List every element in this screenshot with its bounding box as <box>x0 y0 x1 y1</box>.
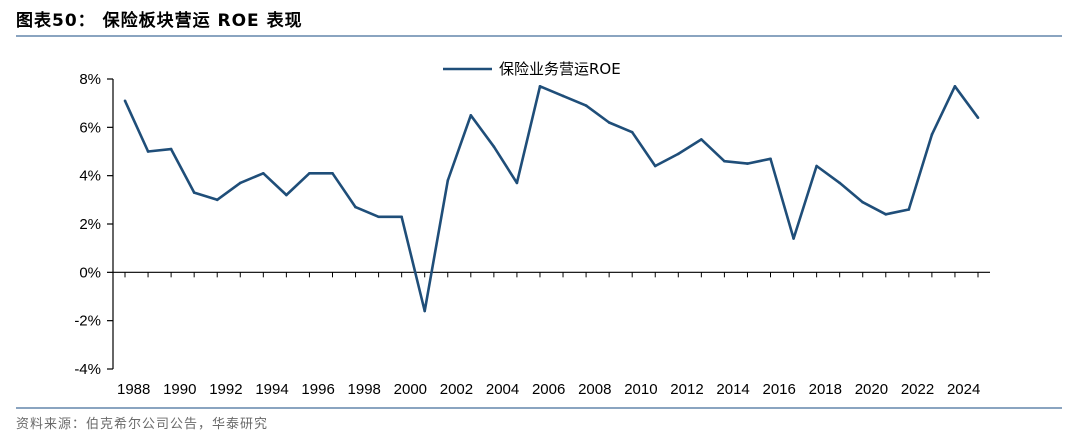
data-point <box>676 152 680 156</box>
data-point <box>538 84 542 88</box>
x-tick-label: 2018 <box>809 381 842 398</box>
x-tick-label: 1998 <box>348 381 381 398</box>
x-tick-label: 1988 <box>117 381 150 398</box>
y-tick-label: 6% <box>79 119 101 136</box>
x-tick-label: 2004 <box>486 381 519 398</box>
x-tick-label: 2022 <box>901 381 934 398</box>
data-point <box>446 179 450 182</box>
data-point <box>930 133 934 136</box>
series-line <box>123 85 980 313</box>
data-point <box>354 205 357 209</box>
data-point <box>746 162 749 165</box>
source-note: 资料来源：伯克希尔公司公告，华泰研究 <box>16 417 269 432</box>
data-point <box>953 84 957 88</box>
data-point <box>815 164 818 168</box>
data-point <box>215 198 219 202</box>
data-point <box>976 116 980 119</box>
x-tick-label: 2014 <box>716 381 749 398</box>
data-point <box>423 309 427 313</box>
source-divider <box>16 407 1062 409</box>
data-point <box>700 138 703 141</box>
data-point <box>607 121 611 124</box>
y-tick-label: -4% <box>74 361 101 378</box>
x-tick-label: 2012 <box>670 381 703 398</box>
x-tick-label: 2024 <box>947 381 980 398</box>
x-tick-label: 2016 <box>763 381 796 398</box>
data-point <box>238 181 242 185</box>
x-tick-label: 2006 <box>532 381 565 398</box>
data-point <box>838 181 841 185</box>
y-tick-label: 0% <box>79 264 101 281</box>
data-point <box>630 130 634 134</box>
y-tick-label: 8% <box>79 71 101 88</box>
title-row: 图表50： 保险板块营运 ROE 表现 <box>16 0 1064 36</box>
data-point <box>515 181 519 185</box>
data-point <box>861 200 865 204</box>
data-point <box>123 99 127 103</box>
x-tick-label: 2010 <box>624 381 657 398</box>
chart-title: 图表50： 保险板块营运 ROE 表现 <box>16 11 303 31</box>
x-tick-label: 1994 <box>255 381 288 398</box>
data-point <box>907 208 911 211</box>
data-point <box>792 237 795 240</box>
data-point <box>884 213 888 216</box>
data-point <box>169 147 173 151</box>
x-tick-label: 2000 <box>394 381 427 398</box>
x-tick-label: 1992 <box>209 381 242 398</box>
data-point <box>285 193 288 197</box>
data-point <box>262 171 265 175</box>
data-point <box>400 215 403 219</box>
x-tick-label: 1990 <box>163 381 196 398</box>
title-divider <box>16 35 1062 37</box>
data-point <box>469 113 473 117</box>
x-tick-label: 2008 <box>578 381 611 398</box>
data-point <box>308 171 311 175</box>
data-point <box>561 94 565 98</box>
data-point <box>769 157 772 161</box>
x-tick-label: 2002 <box>440 381 473 398</box>
data-point <box>331 171 334 175</box>
data-point <box>723 159 726 163</box>
data-point <box>653 164 657 168</box>
x-tick-label: 1996 <box>301 381 334 398</box>
y-tick-label: 2% <box>79 216 101 233</box>
data-point <box>492 145 496 148</box>
data-point <box>146 150 150 153</box>
legend-label: 保险业务营运ROE <box>499 60 621 78</box>
y-tick-label: -2% <box>74 313 101 330</box>
y-tick-label: 4% <box>79 168 101 185</box>
data-point <box>584 104 588 107</box>
x-tick-label: 2020 <box>855 381 888 398</box>
data-point <box>377 215 380 219</box>
data-point <box>192 191 196 194</box>
